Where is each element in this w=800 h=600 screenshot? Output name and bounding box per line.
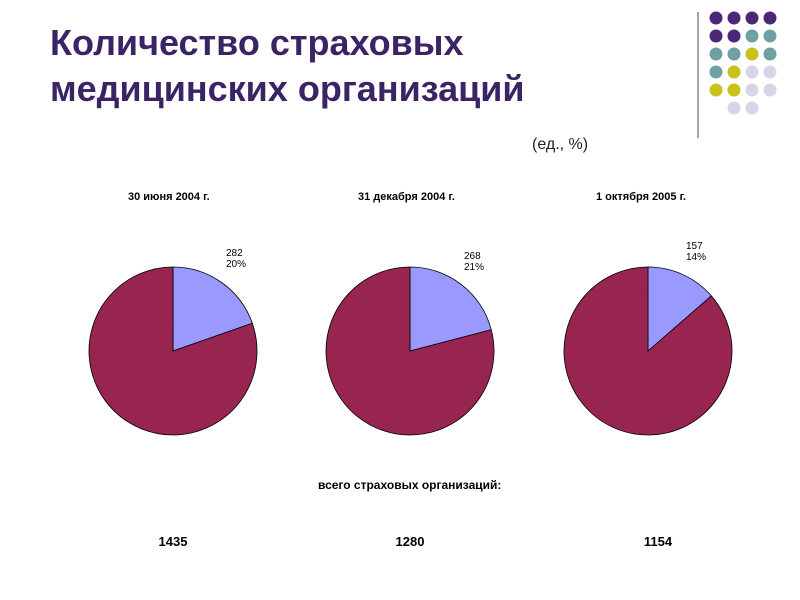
units-label: (ед., %) [532, 136, 589, 153]
pie-title-2: 31 декабря 2004 г. [358, 191, 455, 203]
decor-dot [709, 47, 723, 61]
slice-label-3: 157 14% [686, 241, 710, 263]
pie-2-slice-1 [409, 266, 492, 352]
slice-percent-3: 14% [686, 252, 707, 263]
totals-caption: всего страховых организаций: [318, 478, 502, 492]
slice-value-1: 282 [226, 248, 243, 259]
pie-3-slice-2 [563, 266, 733, 436]
decor-dot [709, 65, 723, 79]
slice-label-1: 282 20% [226, 248, 250, 270]
decor-dot [745, 47, 759, 61]
total-1: 1435 [158, 534, 188, 549]
slice-value-2: 268 [464, 251, 481, 262]
slice-percent-2: 21% [464, 262, 485, 273]
total-3: 1154 [643, 534, 673, 549]
pie-title-1: 30 июня 2004 г. [128, 191, 210, 203]
decor-divider [697, 12, 699, 138]
decor-dot-grid [709, 11, 777, 115]
decor-dot [709, 29, 723, 43]
slice-label-2: 268 21% [464, 251, 488, 273]
pie-title-3: 1 октября 2005 г. [596, 191, 687, 203]
decor-dot [745, 65, 759, 79]
decor-dot [763, 11, 777, 25]
decor-dot [709, 11, 723, 25]
slice-value-3: 157 [686, 241, 703, 252]
page-title: Количество страховых медицинских организ… [50, 22, 525, 109]
decor-dot [727, 47, 741, 61]
decor-dot [745, 29, 759, 43]
decor-dot [745, 101, 759, 115]
decor-dot [727, 29, 741, 43]
decor-dot [763, 65, 777, 79]
decor-dot [727, 11, 741, 25]
pie-1-slice-2 [88, 266, 258, 436]
decor-dot [745, 83, 759, 97]
pie-2-slice-2 [325, 266, 495, 436]
pie-3-slice-1 [647, 266, 712, 352]
decor-dot [727, 101, 741, 115]
decor-dot [727, 65, 741, 79]
decor-dot [763, 29, 777, 43]
decor-dot [745, 11, 759, 25]
slice-percent-1: 20% [226, 259, 247, 270]
decor-dot [727, 83, 741, 97]
decor-dot [763, 47, 777, 61]
total-2: 1280 [395, 534, 425, 549]
decor-dot [709, 83, 723, 97]
decor-dot [763, 83, 777, 97]
